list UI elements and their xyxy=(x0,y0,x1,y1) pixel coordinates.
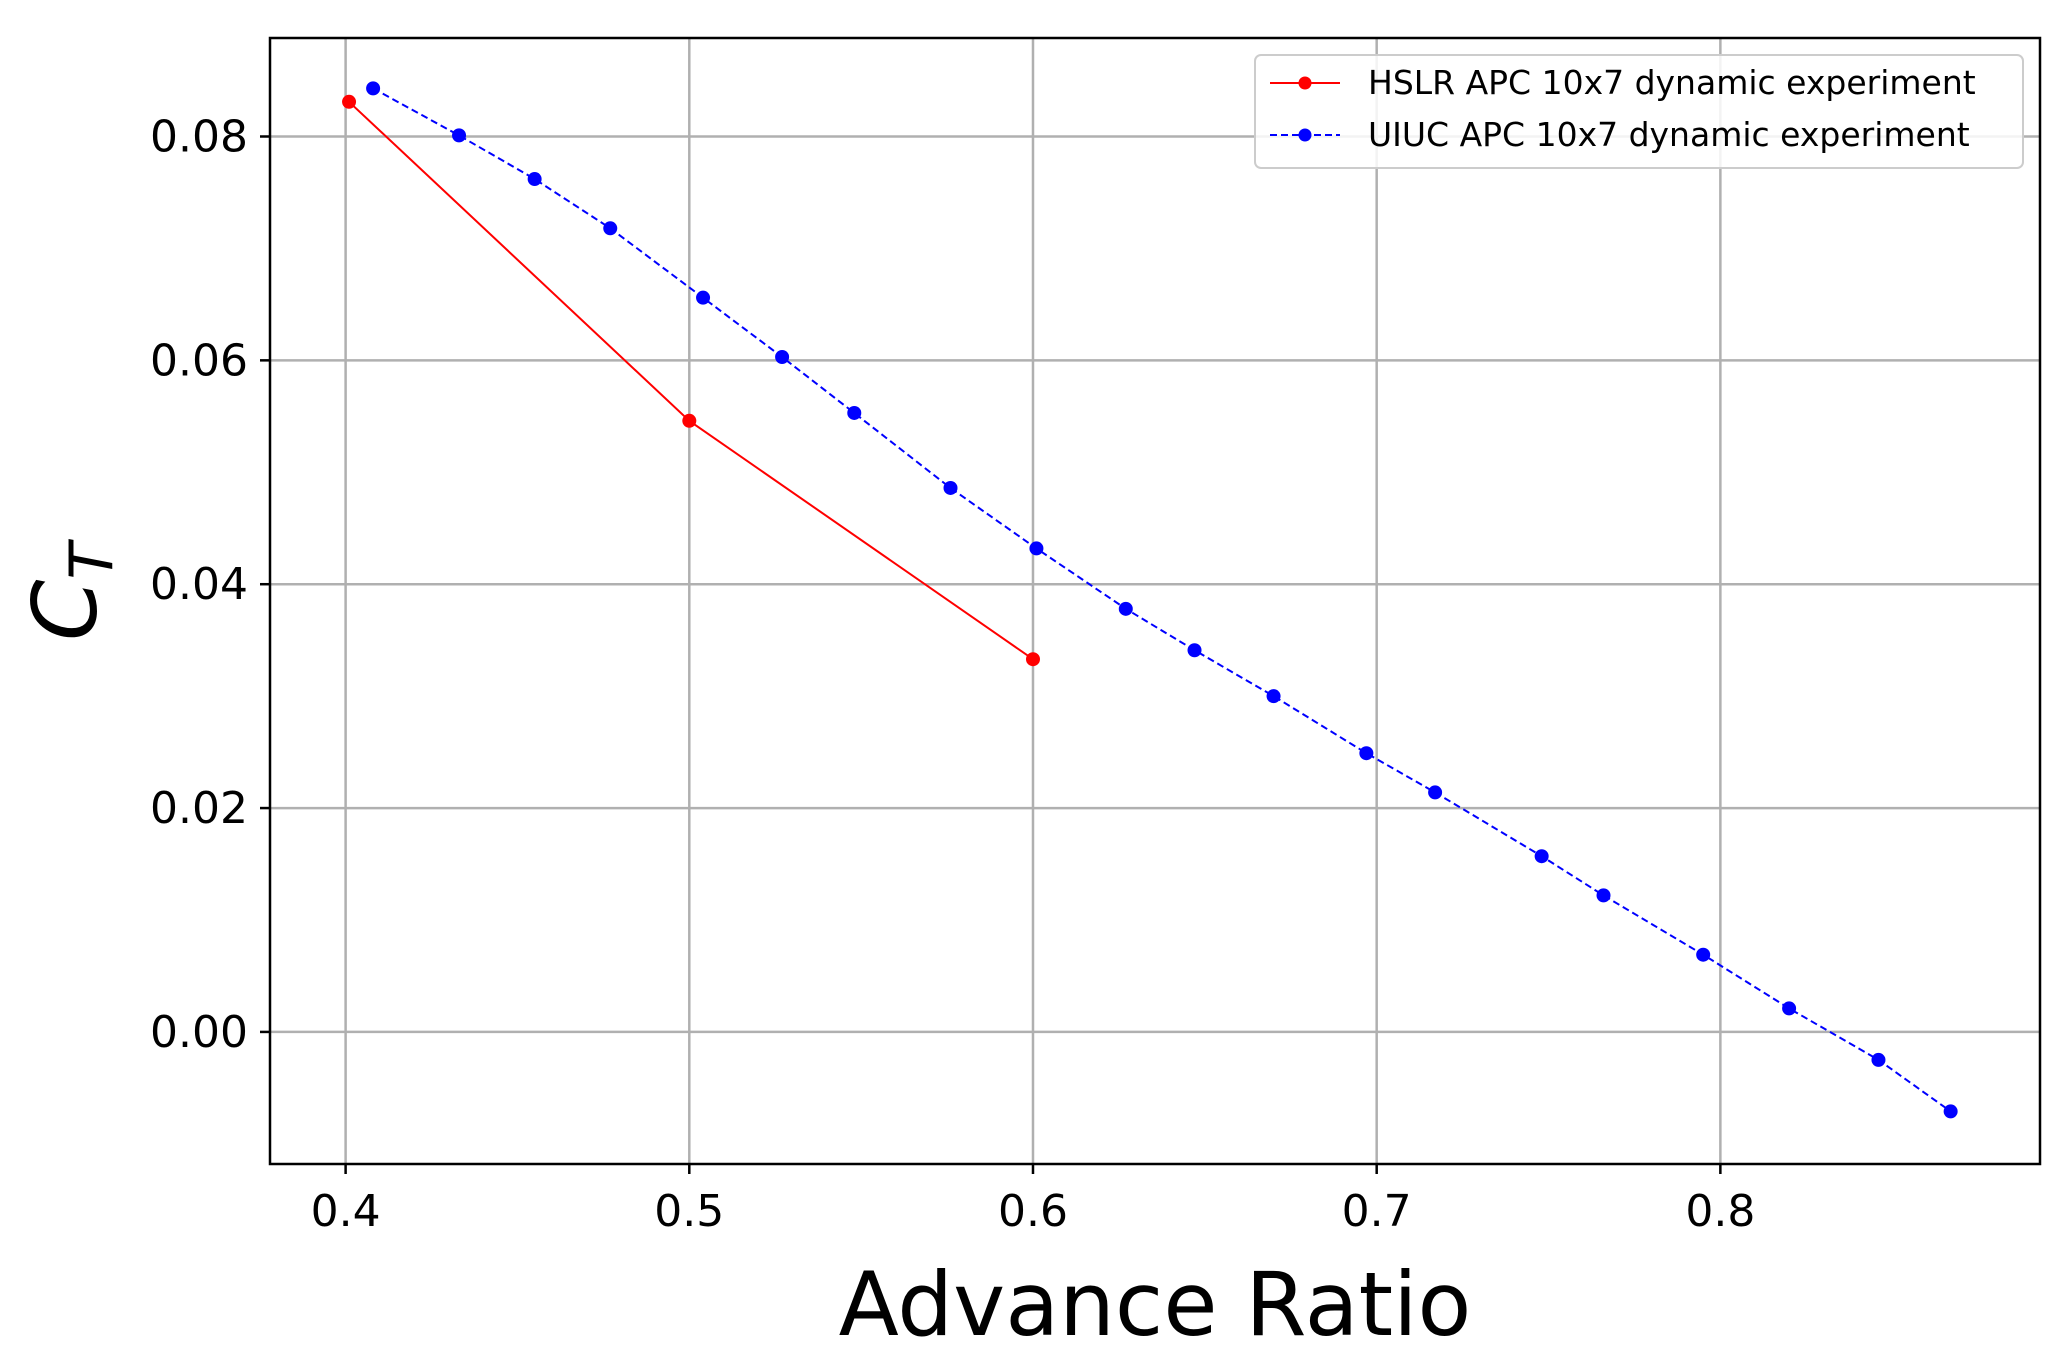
data-point xyxy=(1943,1104,1958,1119)
y-axis-title-text: CT xyxy=(14,539,127,641)
data-point xyxy=(342,94,357,109)
data-point xyxy=(366,81,381,96)
y-axis-title-main: C xyxy=(14,579,117,641)
data-point xyxy=(1696,947,1711,962)
plot-frame xyxy=(268,36,2042,1166)
data-point xyxy=(1266,689,1281,704)
x-axis-title: Advance Ratio xyxy=(839,1253,1472,1351)
y-tick-label: 0.06 xyxy=(150,335,248,386)
legend-label: UIUC APC 10x7 dynamic experiment xyxy=(1368,115,1970,154)
data-point xyxy=(682,413,697,428)
x-tick-label: 0.5 xyxy=(654,1186,724,1237)
x-tick-label: 0.4 xyxy=(311,1186,381,1237)
x-tick-label: 0.7 xyxy=(1342,1186,1412,1237)
data-point xyxy=(1025,652,1040,667)
x-tick-label: 0.6 xyxy=(998,1186,1068,1237)
legend-swatch-marker xyxy=(1298,128,1312,142)
data-point xyxy=(603,221,618,236)
y-tick-label: 0.04 xyxy=(150,559,248,610)
legend-entry: UIUC APC 10x7 dynamic experiment xyxy=(1270,115,1970,154)
data-point xyxy=(1118,601,1133,616)
legend: HSLR APC 10x7 dynamic experiment UIUC APC… xyxy=(1254,54,2024,169)
legend-swatch-marker xyxy=(1298,76,1312,90)
data-point xyxy=(847,405,862,420)
data-point xyxy=(696,290,711,305)
data-point xyxy=(1428,785,1443,800)
data-point xyxy=(1534,849,1549,864)
data-point xyxy=(1029,541,1044,556)
data-point xyxy=(452,128,467,143)
data-point xyxy=(1782,1001,1797,1016)
ticks: 0.4 0.5 0.6 0.7 0.8 0.00 0.02 0.04 0.06 0.08 xyxy=(150,111,1755,1237)
data-point xyxy=(775,349,790,364)
legend-box xyxy=(1254,54,2024,169)
data-point xyxy=(1871,1052,1886,1067)
legend-entry: HSLR APC 10x7 dynamic experiment xyxy=(1270,63,1976,102)
y-tick-label: 0.08 xyxy=(150,111,248,162)
legend-label: HSLR APC 10x7 dynamic experiment xyxy=(1368,63,1976,102)
series-layer xyxy=(342,81,1958,1119)
y-tick-label: 0.00 xyxy=(150,1007,248,1058)
y-tick-label: 0.02 xyxy=(150,783,248,834)
data-point xyxy=(1187,643,1202,658)
data-point xyxy=(1596,888,1611,903)
data-point xyxy=(1359,746,1374,761)
data-point xyxy=(527,172,542,187)
y-axis-title-subscript: T xyxy=(57,539,127,580)
x-tick-label: 0.8 xyxy=(1685,1186,1755,1237)
series-2 xyxy=(366,81,1958,1119)
y-axis-title: CT xyxy=(14,539,127,641)
series-1 xyxy=(342,94,1040,667)
data-point xyxy=(943,480,958,495)
